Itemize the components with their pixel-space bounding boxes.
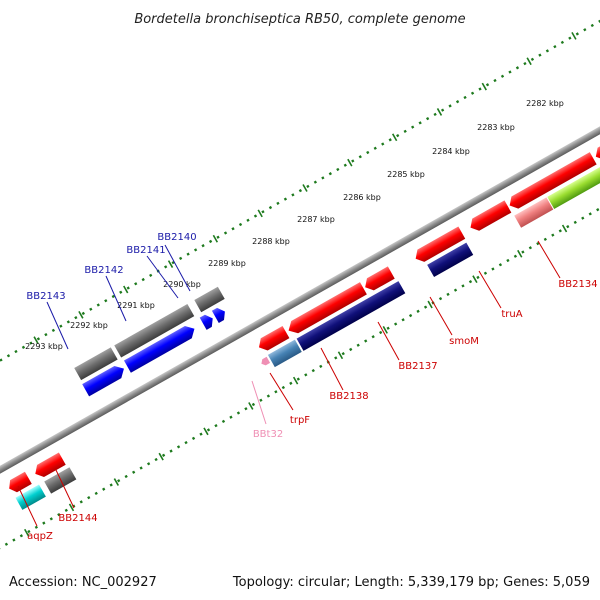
scale-tick (571, 31, 577, 40)
scale-tick (347, 158, 353, 167)
scale-tick (427, 300, 433, 309)
trna-mark (261, 356, 271, 366)
gene-block (74, 347, 118, 381)
gene-arrow (470, 200, 512, 231)
gene-label-bb2141[interactable]: BB2141 (126, 245, 165, 256)
gene-block (44, 467, 77, 494)
gene-block (427, 242, 474, 278)
gene-arrow (211, 307, 225, 323)
scale-label: 2283 kbp (477, 123, 515, 132)
scale-tick (436, 108, 443, 116)
scale-tick (561, 224, 568, 233)
inner-scale-line (0, 151, 600, 568)
gene-label-bb2134[interactable]: BB2134 (558, 279, 597, 290)
gene-arrow (288, 282, 367, 334)
outer-scale-ticks (33, 31, 577, 345)
gene-label-trpf[interactable]: trpF (290, 415, 310, 426)
inner-scale-ticks (24, 224, 568, 537)
gene-block (267, 339, 302, 368)
gene-arrow (123, 326, 195, 373)
gene-label-bb2138[interactable]: BB2138 (329, 391, 368, 402)
gene-arrow (35, 452, 66, 478)
accession-text: Accession: NC_002927 (9, 575, 157, 590)
scale-label: 2289 kbp (208, 259, 246, 268)
gene-label-bb2140[interactable]: BB2140 (157, 232, 196, 243)
scale-tick (481, 82, 487, 91)
scale-tick (302, 184, 308, 192)
scale-tick (248, 402, 254, 410)
scale-tick (123, 285, 129, 294)
scale-labels: 2282 kbp 2283 kbp 2284 kbp 2285 kbp 2286 kbp… (25, 99, 564, 351)
gene-block (547, 149, 600, 210)
gene-label-bb2142[interactable]: BB2142 (84, 265, 123, 276)
scale-label: 2293 kbp (25, 342, 63, 351)
gene-arrow (365, 266, 395, 291)
scale-label: 2292 kbp (70, 321, 108, 330)
scale-label: 2288 kbp (252, 237, 290, 246)
gene-label-bb2143[interactable]: BB2143 (26, 291, 65, 302)
map-title: Bordetella bronchiseptica RB50, complete… (134, 12, 465, 27)
gene-block (296, 281, 406, 351)
scale-label: 2284 kbp (432, 147, 470, 156)
gene-block (194, 286, 225, 313)
scale-tick (113, 478, 119, 486)
gene-block (15, 484, 46, 510)
scale-tick (517, 249, 523, 258)
scale-label: 2285 kbp (387, 170, 425, 179)
gene-arrow (199, 314, 213, 330)
scale-tick (167, 260, 174, 268)
reverse-gene-labels: BB2140 BB2141 BB2142 BB2143 (26, 232, 197, 350)
scale-tick (33, 336, 39, 345)
scale-label: 2287 kbp (297, 215, 335, 224)
gene-label-trua[interactable]: truA (501, 309, 522, 320)
scale-tick (158, 452, 164, 461)
gene-block (514, 197, 554, 228)
forward-gene-labels: BB2134 truA smoM BB2137 BB2138 trpF BBt3… (17, 240, 598, 542)
scale-tick (526, 57, 532, 66)
scale-tick (257, 209, 263, 218)
gene-arrow (82, 365, 124, 397)
scale-label: 2282 kbp (526, 99, 564, 108)
scale-tick (292, 376, 299, 385)
genome-backbone (0, 90, 600, 510)
gene-block (114, 303, 195, 358)
scale-tick (24, 528, 30, 537)
scale-tick (337, 351, 344, 360)
scale-tick (203, 427, 209, 436)
scale-tick (68, 503, 75, 512)
gene-arrow (9, 471, 32, 493)
scale-label: 2290 kbp (163, 280, 201, 289)
genome-info-text: Topology: circular; Length: 5,339,179 bp… (232, 575, 590, 590)
scale-tick (391, 133, 398, 142)
gene-arrow (258, 325, 290, 351)
contig-frame (0, 9, 600, 568)
gene-label-bbt32[interactable]: BBt32 (253, 429, 283, 440)
gene-label-aqpz[interactable]: aqpZ (27, 531, 53, 542)
gene-arrow (595, 115, 600, 160)
scale-tick (212, 234, 219, 243)
gene-arrow (509, 152, 597, 209)
gene-label-smom[interactable]: smoM (449, 336, 479, 347)
scale-tick (472, 275, 478, 284)
scale-tick (78, 310, 84, 319)
scale-label: 2286 kbp (343, 193, 381, 202)
gene-arrow (415, 226, 466, 262)
gene-label-bb2137[interactable]: BB2137 (398, 361, 437, 372)
outer-scale-line (0, 9, 600, 426)
scale-label: 2291 kbp (117, 301, 155, 310)
gene-label-bb2144[interactable]: BB2144 (58, 513, 97, 524)
scale-tick (382, 326, 388, 334)
